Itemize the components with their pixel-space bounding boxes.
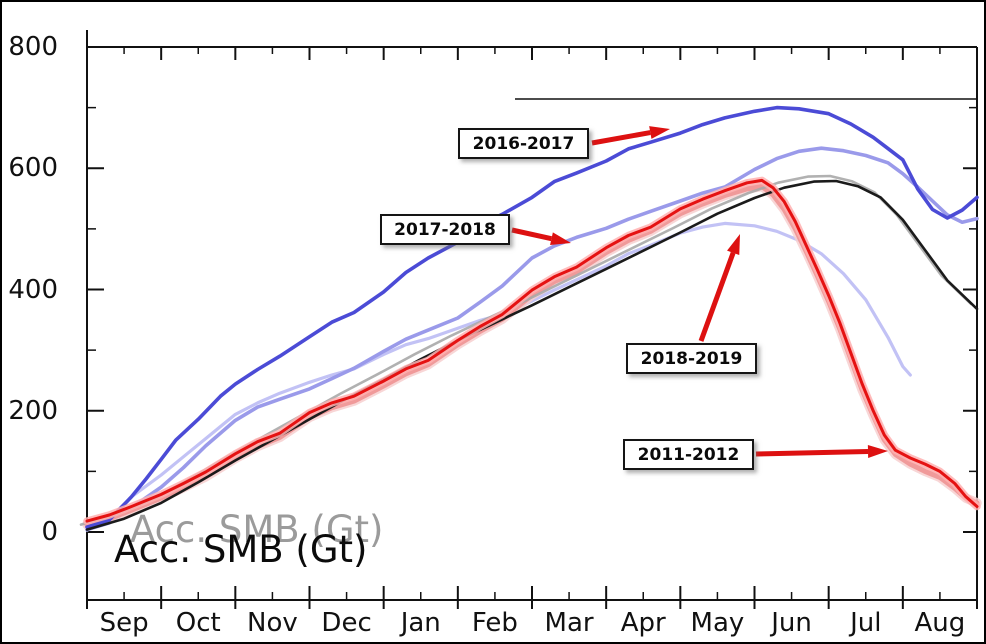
y-tick-label-400: 400: [8, 274, 58, 305]
annotation-arrowhead-2017-2018: [550, 232, 571, 246]
x-tick-label-Jun: Jun: [771, 608, 812, 638]
y-tick-label-0: 0: [41, 517, 58, 547]
annotation-arrowhead-2011-2012: [867, 444, 888, 458]
annotation-arrow-2018-2019: [698, 251, 736, 342]
y-tick-label-200: 200: [8, 395, 58, 426]
annotation-arrow-2017-2018: [511, 227, 553, 242]
series-mean: [85, 179, 979, 531]
annotation-label-2016-2017: 2016-2017: [458, 128, 589, 159]
x-tick-label-Dec: Dec: [321, 608, 372, 638]
x-tick-label-Nov: Nov: [247, 608, 298, 638]
x-tick-label-May: May: [690, 608, 745, 638]
annotation-label-2018-2019: 2018-2019: [626, 343, 757, 374]
series-2011-2012: [84, 183, 980, 528]
x-tick-label-Apr: Apr: [620, 608, 666, 638]
x-tick-label-Jul: Jul: [850, 608, 882, 638]
annotation-arrow-2011-2012: [755, 448, 869, 457]
y-tick-label-600: 600: [8, 153, 58, 184]
series-2011-2012-halo: [82, 181, 982, 530]
x-tick-label-Aug: Aug: [914, 608, 966, 638]
annotation-arrow-2016-2017: [591, 130, 651, 146]
x-tick-label-Jan: Jan: [400, 608, 441, 638]
series-2016-2017: [85, 105, 979, 529]
x-tick-label-Feb: Feb: [471, 608, 518, 638]
y-tick-label-800: 800: [8, 32, 58, 62]
annotation-arrowhead-2016-2017: [649, 126, 670, 139]
chart-title: Acc. SMB (Gt): [114, 528, 368, 571]
x-tick-label-Mar: Mar: [544, 608, 594, 638]
series-2018-2019: [85, 178, 979, 523]
x-tick-label-Sep: Sep: [99, 608, 149, 638]
annotation-label-2017-2018: 2017-2018: [380, 214, 510, 245]
annotation-label-2011-2012: 2011-2012: [623, 439, 754, 470]
annotation-arrowhead-2018-2019: [727, 234, 740, 256]
chart-title-ghost: Acc. SMB (Gt): [130, 508, 384, 551]
series-unlabeled-pale-blue: [85, 221, 912, 532]
x-tick-label-Oct: Oct: [175, 608, 221, 638]
